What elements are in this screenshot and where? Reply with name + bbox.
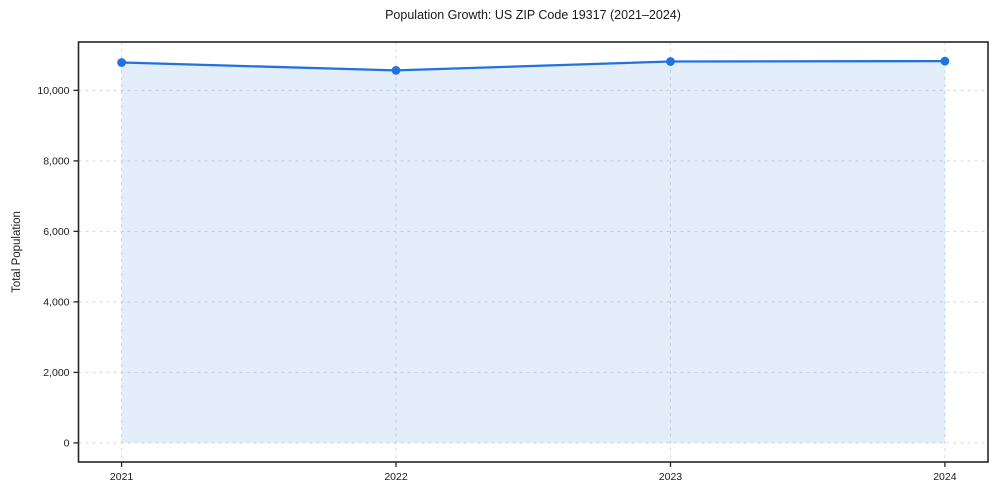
x-tick-label: 2021 bbox=[110, 471, 134, 483]
plot-border bbox=[77, 41, 989, 463]
plot-background bbox=[78, 42, 988, 462]
population-area-fill bbox=[121, 61, 945, 443]
data-point-marker bbox=[666, 57, 675, 66]
x-tick-label: 2024 bbox=[933, 471, 957, 483]
y-tick-label: 10,000 bbox=[37, 85, 69, 97]
chart-title: Population Growth: US ZIP Code 19317 (20… bbox=[385, 8, 681, 22]
x-tick-label: 2023 bbox=[659, 471, 683, 483]
y-tick-label: 2,000 bbox=[43, 367, 69, 379]
y-tick-label: 6,000 bbox=[43, 226, 69, 238]
y-tick-label: 4,000 bbox=[43, 296, 69, 308]
population-line bbox=[120, 59, 947, 72]
data-point-marker bbox=[940, 56, 950, 66]
data-point-marker bbox=[391, 66, 401, 75]
y-tick-label: 8,000 bbox=[43, 155, 69, 167]
y-tick-label: 0 bbox=[64, 437, 70, 449]
data-point-marker bbox=[117, 58, 126, 67]
x-tick-label: 2022 bbox=[384, 471, 408, 483]
